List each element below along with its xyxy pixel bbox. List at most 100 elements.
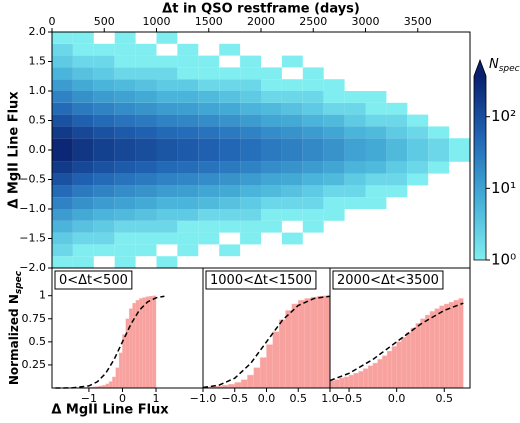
heatmap-cell [177,79,199,91]
heatmap-cell [407,44,428,56]
heatmap-cell [407,233,428,245]
heatmap-cell [93,209,115,221]
heatmap-cell [198,114,220,127]
heatmap-cell [114,209,136,221]
heatmap-cell [407,32,428,44]
heatmap-cell [386,256,407,268]
bar [228,384,235,389]
heatmap-cell [345,44,366,56]
heatmap-cell [407,91,428,103]
heatmap-cell [93,220,115,233]
heatmap-cell [240,55,261,68]
heatmap-cell [135,161,157,174]
colorbar-tick-label: 10² [491,107,516,125]
bar [266,344,274,389]
heatmap-cell [449,233,470,245]
heatmap-cell [135,138,157,150]
heatmap-cell [386,114,408,127]
heatmap-cell [114,173,136,186]
heatmap-cell [240,138,261,150]
heatmap-cell [302,126,324,139]
heatmap-cell [323,114,345,127]
heatmap-cell [52,161,73,174]
heatmap-cell [323,79,345,91]
heatmap-cell [344,91,366,103]
x-tick-label: 3000 [352,15,380,28]
heatmap-cell [281,197,303,209]
heatmap-cell [344,150,366,162]
heatmap-cell [449,138,470,150]
x-tick-label: 2000 [247,15,275,28]
heatmap-cell [282,44,303,56]
heatmap-cell [219,32,240,44]
heatmap-cell [365,185,387,198]
heatmap-cell [240,114,261,127]
x-axis-label: Δ MgII Line Flux [51,403,169,418]
heatmap-cell [177,209,199,221]
x-tick-label: 1000 [143,15,171,28]
heatmap-cell [156,173,178,186]
heatmap-cell [428,233,449,245]
heatmap-cell [449,174,470,186]
heatmap-cell [261,220,282,233]
heatmap-cell [177,232,199,245]
heatmap-cell [345,244,366,256]
y-tick-label: 0.5 [29,335,47,348]
heatmap-cell [386,56,407,68]
heatmap-cell [219,102,241,115]
heatmap-cell [386,233,407,245]
x-axis-label: Δt in QSO restframe (days) [162,2,360,17]
colorbar-tick-label: 10¹ [491,179,516,197]
heatmap-cell [156,256,178,268]
bar [396,341,402,389]
heatmap-cell [177,256,198,268]
heatmap-cell [366,233,387,245]
x-tick-label: 0.0 [388,392,406,405]
heatmap-cell [428,91,449,103]
heatmap-cell [344,138,366,150]
heatmap-cell [302,114,324,127]
heatmap-cell [386,173,408,186]
heatmap-cell [345,56,366,68]
heatmap-cell [240,79,261,91]
heatmap-cell [366,209,387,221]
heatmap-cell [240,256,261,268]
heatmap-cell [114,102,136,115]
colorbar-label: Nspec [489,57,520,74]
heatmap-cell [240,244,261,256]
heatmap-cell [281,55,303,68]
heatmap-cell [198,185,220,198]
bar [259,357,267,389]
heatmap-cell [240,126,261,139]
heatmap-cell [366,256,387,268]
heatmap-cell [302,138,324,150]
heatmap-cell [261,185,282,198]
heatmap-cell [135,102,157,115]
bar [149,295,153,389]
heatmap-cell [156,220,178,233]
heatmap-cell [93,185,115,198]
heatmap-cell [386,150,408,162]
heatmap-cell [344,185,366,198]
heatmap-cell [177,244,199,257]
y-tick-label: 1.5 [29,55,47,68]
heatmap-cell [449,126,470,138]
bar [304,298,312,389]
heatmap-cell [72,185,94,198]
heatmap-cell [177,114,199,127]
heatmap-cell [345,67,366,79]
bar [425,314,431,389]
heatmap-cell [365,138,387,150]
heatmap-cell [324,67,345,79]
heatmap-cell [156,150,178,162]
heatmap-cell [323,173,345,186]
heatmap-cell [324,44,345,56]
heatmap-cell [407,244,428,256]
heatmap-cell [449,91,470,103]
bar [405,332,412,389]
bar [272,331,280,389]
heatmap-cell [52,43,73,56]
bar [253,367,261,389]
heatmap-cell [114,79,136,91]
heatmap-cell [428,115,449,127]
